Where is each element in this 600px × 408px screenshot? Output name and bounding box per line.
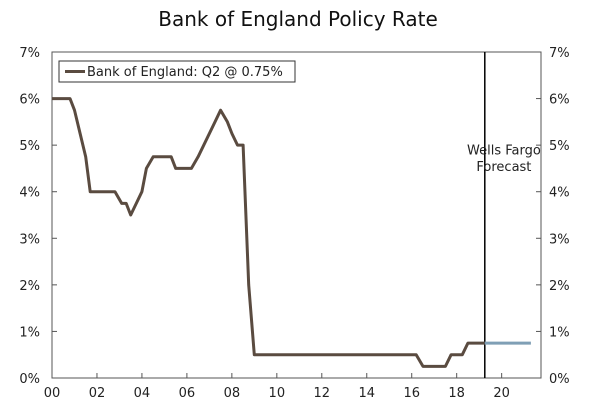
y-tick-label-left: 4%: [19, 186, 40, 201]
annotation-forecast: Forecast: [476, 160, 531, 175]
y-tick-label-left: 7%: [19, 46, 40, 61]
y-axis-right: 0% 1% 2% 3% 4% 5% 6% 7%: [536, 46, 570, 387]
x-tick-label: 08: [224, 386, 241, 401]
y-tick-label-left: 6%: [19, 93, 40, 108]
x-tick-label: 20: [493, 386, 510, 401]
y-tick-label-left: 3%: [19, 232, 40, 247]
x-tick-label: 02: [89, 386, 106, 401]
x-tick-label: 18: [448, 386, 465, 401]
legend-label: Bank of England: Q2 @ 0.75%: [87, 65, 283, 80]
x-tick-label: 04: [134, 386, 151, 401]
y-axis-left: 0% 1% 2% 3% 4% 5% 6% 7%: [19, 46, 57, 387]
x-tick-label: 12: [314, 386, 331, 401]
y-tick-label-right: 4%: [549, 186, 570, 201]
x-tick-label: 06: [179, 386, 196, 401]
y-tick-label-left: 2%: [19, 279, 40, 294]
y-tick-label-right: 3%: [549, 232, 570, 247]
y-tick-label-right: 1%: [549, 325, 570, 340]
plot-area: [51, 51, 542, 379]
y-tick-label-left: 0%: [19, 372, 40, 387]
y-tick-label-left: 1%: [19, 325, 40, 340]
series-layer: [52, 97, 531, 368]
x-tick-label: 00: [44, 386, 61, 401]
x-tick-label: 14: [358, 386, 375, 401]
x-tick-label: 10: [269, 386, 286, 401]
x-tick-label: 16: [403, 386, 420, 401]
y-tick-label-right: 5%: [549, 139, 570, 154]
y-tick-label-right: 0%: [549, 372, 570, 387]
annotation-wells-fargo: Wells Fargo: [467, 143, 541, 158]
y-tick-label-left: 5%: [19, 139, 40, 154]
legend: Bank of England: Q2 @ 0.75%: [58, 60, 296, 83]
x-axis: 00 02 04 06 08 10 12 14 16 18 20: [44, 373, 510, 401]
chart-title: Bank of England Policy Rate: [158, 7, 438, 31]
series-line-boe-policy-rate: [52, 97, 485, 368]
y-tick-label-right: 6%: [549, 93, 570, 108]
legend-box: [58, 60, 296, 83]
y-tick-label-right: 7%: [549, 46, 570, 61]
y-tick-label-right: 2%: [549, 279, 570, 294]
